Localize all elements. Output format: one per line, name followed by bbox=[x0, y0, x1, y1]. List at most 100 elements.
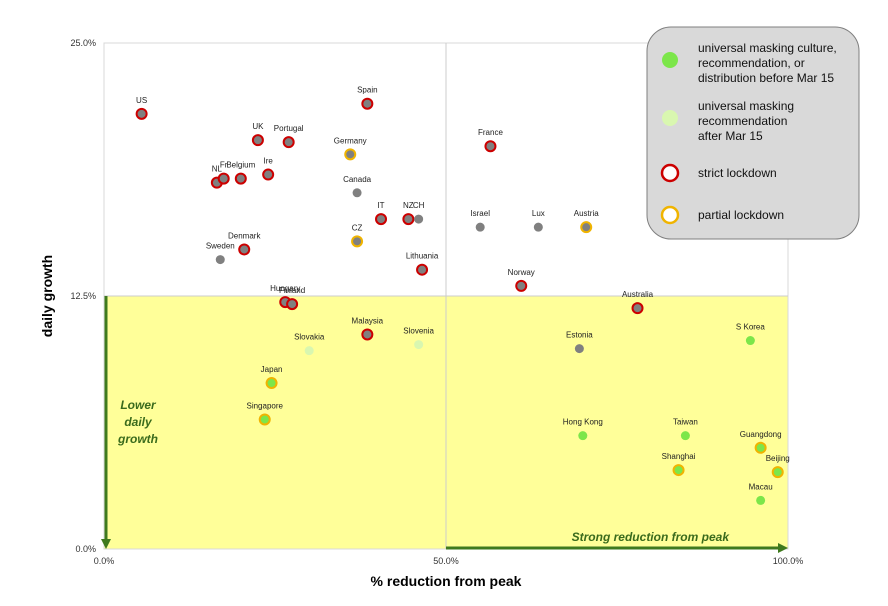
point-label: CH bbox=[413, 201, 425, 210]
point-label: Singapore bbox=[246, 401, 283, 410]
data-point bbox=[351, 235, 364, 248]
data-point bbox=[631, 302, 644, 315]
data-point bbox=[475, 222, 485, 232]
data-point bbox=[672, 464, 685, 477]
point-label: UK bbox=[252, 122, 264, 131]
legend-box bbox=[646, 26, 860, 240]
y-tick-label: 12.5% bbox=[70, 291, 96, 301]
point-label: Norway bbox=[508, 268, 535, 277]
y-tick-label: 25.0% bbox=[70, 38, 96, 48]
point-label: Beijing bbox=[766, 454, 790, 463]
points-layer: US Spain UK Portugal Germany Canada France NLFr… bbox=[135, 86, 790, 505]
arrowhead-strong-reduction bbox=[778, 543, 788, 553]
data-point bbox=[361, 97, 374, 110]
legend-label: recommendation, or bbox=[698, 56, 805, 70]
legend-label: recommendation bbox=[698, 114, 787, 128]
data-point bbox=[286, 298, 299, 311]
data-point bbox=[515, 279, 528, 292]
annotation-strong-reduction: Strong reduction from peak bbox=[572, 530, 731, 544]
point-label: Macau bbox=[749, 482, 773, 491]
point-label: Finland bbox=[279, 286, 305, 295]
point-label: Slovenia bbox=[403, 327, 434, 336]
point-label: Australia bbox=[622, 290, 654, 299]
point-label: Fr bbox=[220, 161, 228, 170]
point-label: Spain bbox=[357, 86, 377, 95]
point-label: IT bbox=[377, 201, 384, 210]
data-point bbox=[135, 107, 148, 120]
arrowhead-lower-growth bbox=[101, 539, 111, 549]
legend-label: universal masking culture, bbox=[698, 41, 837, 55]
point-label: US bbox=[136, 96, 147, 105]
point-label: Lux bbox=[532, 209, 545, 218]
data-point bbox=[262, 168, 275, 181]
data-point bbox=[344, 148, 357, 161]
data-point bbox=[578, 431, 588, 441]
data-point bbox=[238, 243, 251, 256]
data-point bbox=[484, 140, 497, 153]
data-point bbox=[258, 413, 271, 426]
legend-swatch-strict bbox=[660, 163, 680, 183]
point-label: NZ bbox=[403, 201, 414, 210]
legend-label: strict lockdown bbox=[698, 166, 777, 180]
point-label: CZ bbox=[352, 223, 363, 232]
annotation-lower-growth: daily bbox=[124, 415, 153, 429]
point-label: Portugal bbox=[274, 124, 304, 133]
point-label: Estonia bbox=[566, 331, 593, 340]
y-axis-label: daily growth bbox=[39, 255, 55, 337]
point-label: Slovakia bbox=[294, 333, 325, 342]
arrows bbox=[101, 296, 788, 553]
point-label: Taiwan bbox=[673, 418, 698, 427]
point-label: Austria bbox=[574, 209, 599, 218]
data-point bbox=[217, 172, 230, 185]
annotation-lower-growth: growth bbox=[117, 432, 158, 446]
point-label: Belgium bbox=[226, 161, 255, 170]
legend-swatch-early-mask bbox=[662, 52, 678, 68]
annotation-lower-growth: Lower bbox=[120, 398, 157, 412]
data-point bbox=[416, 263, 429, 276]
point-label: Sweden bbox=[206, 242, 235, 251]
x-tick-label: 100.0% bbox=[773, 556, 804, 566]
data-point bbox=[352, 188, 362, 198]
point-label: Malaysia bbox=[352, 316, 384, 325]
data-point bbox=[574, 344, 584, 354]
point-label: Japan bbox=[261, 365, 283, 374]
point-label: Canada bbox=[343, 175, 372, 184]
legend-swatch-late-mask bbox=[662, 110, 678, 126]
legend: universal masking culture, recommendatio… bbox=[646, 26, 860, 240]
legend-swatch-partial bbox=[660, 205, 680, 225]
x-tick-label: 0.0% bbox=[94, 556, 115, 566]
data-point bbox=[265, 377, 278, 390]
point-label: S Korea bbox=[736, 323, 765, 332]
data-point bbox=[215, 255, 225, 265]
data-point bbox=[361, 328, 374, 341]
legend-label: after Mar 15 bbox=[698, 129, 763, 143]
data-point bbox=[414, 214, 424, 224]
data-point bbox=[680, 431, 690, 441]
point-label: Hong Kong bbox=[563, 418, 603, 427]
data-point bbox=[234, 172, 247, 185]
point-label: Denmark bbox=[228, 231, 261, 240]
data-point bbox=[375, 213, 388, 226]
point-label: France bbox=[478, 128, 503, 137]
data-point bbox=[756, 495, 766, 505]
data-point bbox=[533, 222, 543, 232]
y-tick-label: 0.0% bbox=[75, 544, 96, 554]
point-label: Israel bbox=[470, 209, 490, 218]
data-point bbox=[771, 466, 784, 479]
legend-label: partial lockdown bbox=[698, 208, 784, 222]
data-point bbox=[304, 346, 314, 356]
point-label: NL bbox=[212, 165, 223, 174]
data-point bbox=[754, 441, 767, 454]
legend-label: distribution before Mar 15 bbox=[698, 71, 834, 85]
x-tick-label: 50.0% bbox=[433, 556, 459, 566]
data-point bbox=[580, 221, 593, 234]
point-label: Lithuania bbox=[406, 252, 439, 261]
data-point bbox=[402, 213, 415, 226]
point-label: Shanghai bbox=[662, 452, 696, 461]
point-label: Guangdong bbox=[740, 430, 782, 439]
data-point bbox=[745, 336, 755, 346]
point-label: Ire bbox=[263, 157, 273, 166]
data-point bbox=[282, 136, 295, 149]
legend-label: universal masking bbox=[698, 99, 794, 113]
